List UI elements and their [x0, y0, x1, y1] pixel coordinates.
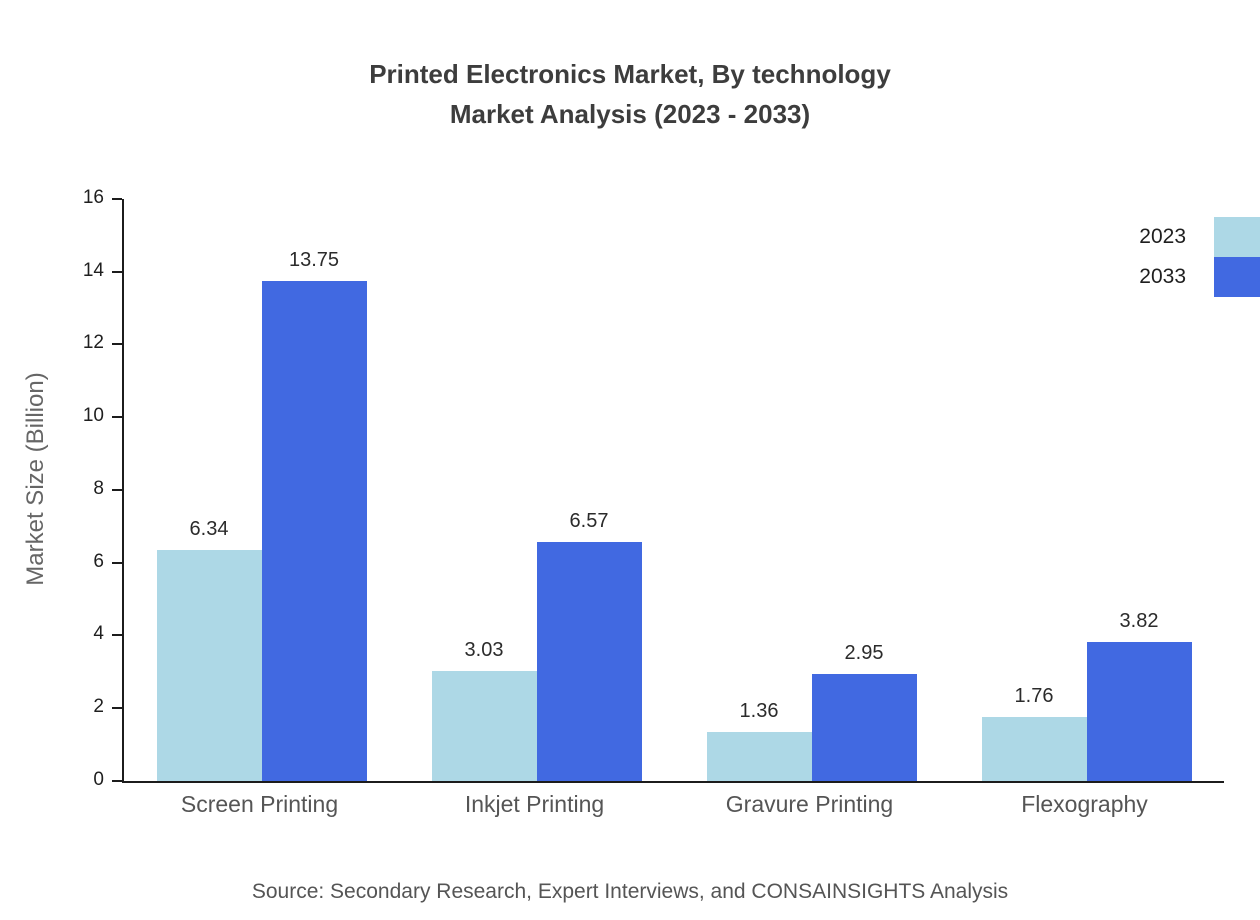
bar-2023-screen-printing [156, 550, 262, 781]
bar-2033-inkjet-printing [536, 542, 642, 781]
x-axis-labels: Screen Printing Inkjet Printing Gravure Pr… [122, 791, 1222, 818]
bar-groups: 6.34 13.75 3.03 6.57 1.36 2.95 1.76 3.82 [124, 199, 1224, 781]
bar-wrap: 3.03 [431, 639, 537, 781]
chart-title-line1: Printed Electronics Market, By technolog… [369, 59, 891, 89]
y-tick-label: 6 [93, 551, 104, 572]
bar-wrap: 6.57 [536, 510, 642, 781]
legend-label: 2033 [1139, 265, 1186, 288]
source-attribution: Source: Secondary Research, Expert Inter… [251, 880, 1009, 903]
bar-wrap: 1.36 [706, 700, 812, 781]
legend-item-2033: 2033 [1139, 257, 1260, 297]
x-category-label: Screen Printing [180, 791, 339, 817]
y-tick-mark [112, 489, 122, 491]
bar-2023-gravure-printing [706, 732, 812, 781]
bar-group: 1.76 3.82 [949, 199, 1224, 781]
bar-wrap: 3.82 [1086, 610, 1192, 781]
bar-wrap: 1.76 [981, 685, 1087, 781]
bar-group: 3.03 6.57 [399, 199, 674, 781]
plot-area: 0 2 4 6 8 10 12 14 16 6.34 13.75 3.03 6.57 1.36 2.95 1… [83, 187, 1224, 790]
y-tick-label: 8 [93, 478, 104, 499]
bar-value-label: 6.34 [189, 518, 229, 540]
y-tick-label: 14 [82, 260, 104, 281]
x-category-label: Flexography [1021, 791, 1148, 817]
legend-label: 2023 [1139, 225, 1186, 248]
bar-2033-gravure-printing [811, 674, 917, 781]
y-tick-label: 0 [93, 769, 104, 790]
bar-wrap: 2.95 [811, 642, 917, 781]
bar-wrap: 6.34 [156, 518, 262, 781]
y-tick-mark [112, 780, 122, 782]
chart-legend: 2023 2033 [1139, 217, 1260, 297]
legend-swatch-2033 [1214, 257, 1260, 297]
y-axis-title: Market Size (Billion) [22, 372, 49, 586]
bar-value-label: 1.36 [739, 700, 779, 722]
y-tick-mark [112, 416, 122, 418]
legend-swatch-2023 [1214, 217, 1260, 257]
bar-wrap: 13.75 [261, 249, 367, 781]
y-tick-mark [112, 634, 122, 636]
chart-title-line2: Market Analysis (2023 - 2033) [449, 99, 811, 129]
bar-value-label: 13.75 [288, 249, 340, 271]
bar-2023-inkjet-printing [431, 671, 537, 781]
bar-value-label: 3.82 [1119, 610, 1159, 632]
y-tick-label: 10 [82, 405, 104, 426]
legend-item-2023: 2023 [1139, 217, 1260, 257]
bar-group: 6.34 13.75 [124, 199, 399, 781]
y-tick-label: 12 [82, 332, 104, 353]
y-tick-mark [112, 562, 122, 564]
bar-2023-flexography [981, 717, 1087, 781]
y-tick-label: 16 [82, 187, 104, 208]
y-tick-label: 2 [93, 696, 104, 717]
bar-group: 1.36 2.95 [674, 199, 949, 781]
chart-title: Printed Electronics Market, By technolog… [0, 0, 1260, 134]
y-tick-mark [112, 707, 122, 709]
y-tick-mark [112, 198, 122, 200]
y-tick-mark [112, 271, 122, 273]
y-tick-mark [112, 343, 122, 345]
bar-value-label: 3.03 [464, 639, 504, 661]
x-category-label: Gravure Printing [725, 791, 894, 817]
bar-2033-flexography [1086, 642, 1192, 781]
chart-area: Market Size (Billion) 0 2 4 6 8 10 12 14 16 6.34… [0, 185, 1260, 825]
x-category-label: Inkjet Printing [464, 791, 605, 817]
bar-value-label: 6.57 [569, 510, 609, 532]
bar-value-label: 2.95 [844, 642, 884, 664]
y-tick-label: 4 [93, 623, 104, 644]
bar-2033-screen-printing [261, 281, 367, 781]
bar-value-label: 1.76 [1014, 685, 1054, 707]
